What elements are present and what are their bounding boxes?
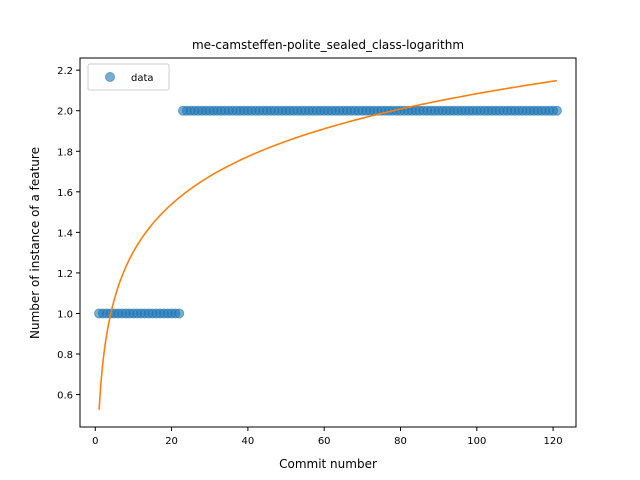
- data-point: [174, 308, 185, 319]
- y-axis-label: Number of instance of a feature: [28, 147, 42, 339]
- x-tick-label: 80: [394, 436, 407, 447]
- y-tick-label: 0.8: [57, 350, 73, 361]
- axes-frame: [79, 57, 577, 428]
- legend-marker-data: [105, 72, 115, 82]
- data-point: [551, 105, 562, 116]
- fit-line: [98, 79, 558, 410]
- chart-title: me-camsteffen-polite_sealed_class-logari…: [192, 38, 464, 52]
- y-tick-label: 2.0: [57, 107, 73, 118]
- x-tick-label: 120: [544, 436, 563, 447]
- x-tick-label: 100: [467, 436, 486, 447]
- y-tick-label: 1.2: [57, 269, 73, 280]
- x-tick-label: 20: [165, 436, 178, 447]
- x-tick-label: 40: [242, 436, 255, 447]
- y-tick-label: 2.2: [57, 66, 73, 77]
- legend-label-data: data: [131, 73, 154, 84]
- x-tick-label: 0: [92, 436, 98, 447]
- legend: data: [87, 63, 170, 91]
- y-tick-label: 0.6: [57, 391, 73, 402]
- x-tick-label: 60: [318, 436, 331, 447]
- legend-box: [87, 63, 170, 91]
- y-tick-label: 1.8: [57, 147, 73, 158]
- plot-area: 0 20 40 60 80 100 120 0.6 0.8 1.0 1.2 1.4 1.6 1.8 2.0 2…: [57, 57, 577, 447]
- y-tick-label: 1.4: [57, 228, 73, 239]
- y-tick-label: 1.6: [57, 188, 73, 199]
- y-tick-label: 1.0: [57, 309, 73, 320]
- x-axis-label: Commit number: [279, 457, 377, 471]
